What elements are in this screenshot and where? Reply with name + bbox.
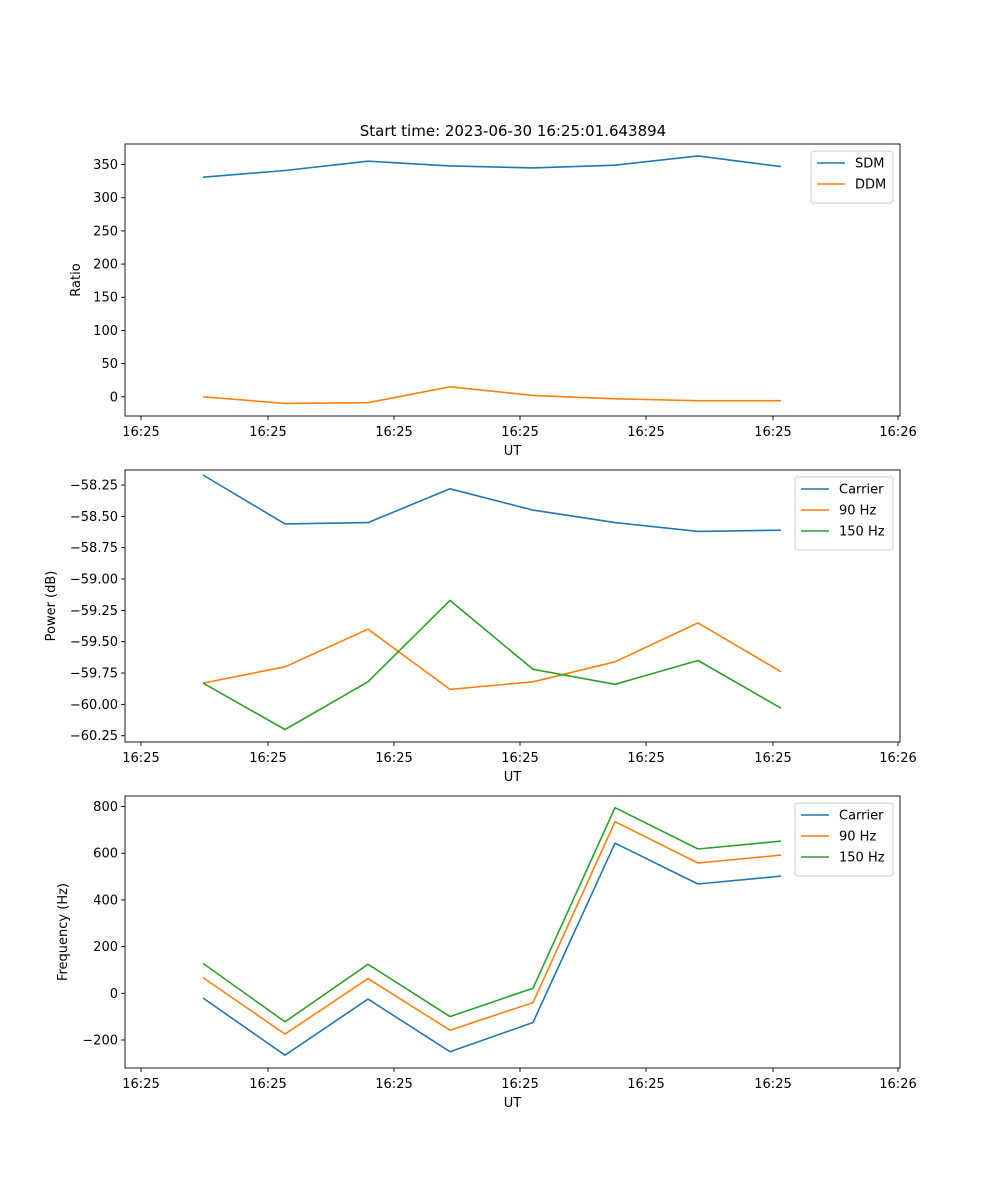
y-tick-label: −59.75: [70, 667, 118, 682]
legend: SDM DDM: [810, 150, 894, 204]
x-tick-label: 16:25: [375, 1077, 412, 1092]
x-tick-label: 16:25: [122, 425, 159, 440]
x-axis-label: UT: [504, 444, 522, 459]
series-line-sdm: [202, 155, 782, 178]
legend-label: 90 Hz: [839, 830, 876, 845]
axes-frame: [124, 143, 901, 417]
y-axis-label: Frequency (Hz): [56, 883, 71, 981]
series-line-carrier: [202, 474, 782, 533]
y-tick-label: 200: [93, 258, 118, 273]
y-tick-label: 800: [93, 800, 118, 815]
y-axis-label: Ratio: [69, 263, 84, 296]
x-tick-label: 16:25: [375, 751, 412, 766]
legend: Carrier 90 Hz 150 Hz: [794, 476, 894, 551]
x-tick-label: 16:25: [249, 1077, 286, 1092]
x-tick-label: 16:25: [627, 1077, 664, 1092]
axes-frame: [124, 469, 901, 743]
x-tick-label: 16:25: [754, 751, 791, 766]
y-tick-label: 600: [93, 847, 118, 862]
x-tick-label: 16:25: [627, 425, 664, 440]
x-tick-label: 16:25: [501, 751, 538, 766]
x-tick-label: 16:25: [122, 751, 159, 766]
y-axis-label: Power (dB): [44, 571, 59, 642]
x-tick-label: 16:25: [249, 751, 286, 766]
y-tick-label: 150: [93, 291, 118, 306]
legend-label: DDM: [855, 178, 886, 193]
x-tick-label: 16:26: [879, 751, 916, 766]
x-tick-label: 16:26: [879, 425, 916, 440]
y-tick-label: −59.00: [70, 573, 118, 588]
y-tick-label: −59.25: [70, 604, 118, 619]
y-tick-label: 50: [101, 357, 118, 372]
series-line-90-hz: [202, 820, 782, 1035]
y-tick-label: 300: [93, 191, 118, 206]
x-tick-label: 16:25: [627, 751, 664, 766]
x-axis-label: UT: [504, 770, 522, 785]
chart-panel-2: 16:25 16:25 16:25 16:25 16:25 16:25 16:26 −60.2…: [44, 469, 917, 785]
x-tick-label: 16:25: [122, 1077, 159, 1092]
y-tick-label: −58.50: [70, 510, 118, 525]
axes-frame: [124, 795, 901, 1069]
x-axis-label: UT: [504, 1096, 522, 1111]
chart-panel-3: 16:25 16:25 16:25 16:25 16:25 16:25 16:26 −200 0…: [56, 795, 917, 1111]
series-line-150-hz: [202, 806, 782, 1023]
legend-label: 150 Hz: [839, 525, 885, 540]
y-tick-label: 200: [93, 940, 118, 955]
y-tick-label: −60.00: [70, 698, 118, 713]
legend-label: 150 Hz: [839, 851, 885, 866]
chart-panel-1: 16:25 16:25 16:25 16:25 16:25 16:25 16:26 0 50 10…: [69, 143, 917, 459]
legend-label: 90 Hz: [839, 504, 876, 519]
y-tick-label: −60.25: [70, 729, 118, 744]
x-tick-label: 16:25: [375, 425, 412, 440]
y-tick-label: 250: [93, 224, 118, 239]
series-line-150-hz: [202, 599, 782, 731]
y-tick-label: 100: [93, 324, 118, 339]
figure-title: Start time: 2023-06-30 16:25:01.643894: [360, 122, 666, 140]
series-line-90-hz: [202, 622, 782, 691]
legend-label: Carrier: [839, 483, 884, 498]
legend-box: [810, 150, 894, 204]
series-line-carrier: [202, 842, 782, 1056]
legend-label: Carrier: [839, 809, 884, 824]
y-tick-label: −200: [82, 1033, 118, 1048]
x-tick-label: 16:25: [501, 1077, 538, 1092]
y-tick-label: 0: [110, 390, 118, 405]
y-tick-label: 400: [93, 893, 118, 908]
y-tick-label: −58.25: [70, 479, 118, 494]
legend: Carrier 90 Hz 150 Hz: [794, 802, 894, 877]
y-tick-label: −59.50: [70, 635, 118, 650]
x-tick-label: 16:25: [501, 425, 538, 440]
x-tick-label: 16:25: [249, 425, 286, 440]
x-tick-label: 16:25: [754, 425, 791, 440]
x-tick-label: 16:25: [754, 1077, 791, 1092]
legend-label: SDM: [855, 157, 884, 172]
y-tick-label: 0: [110, 987, 118, 1002]
series-line-ddm: [202, 385, 781, 405]
y-tick-label: −58.75: [70, 541, 118, 556]
x-tick-label: 16:26: [879, 1077, 916, 1092]
y-tick-label: 350: [93, 158, 118, 173]
